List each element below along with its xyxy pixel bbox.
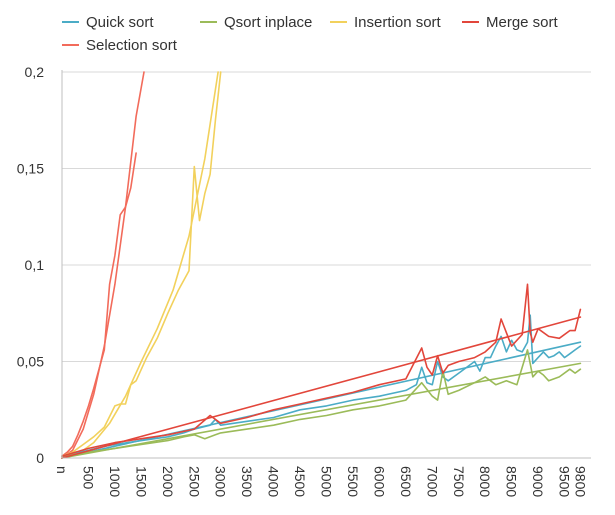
gridlines: [62, 71, 591, 362]
axes: [61, 70, 591, 459]
x-tick-label-3: 1500: [133, 466, 149, 497]
x-tick-label-20: 9800: [572, 466, 588, 497]
series-merge-sort: [61, 283, 582, 457]
legend-label-selection-sort: Selection sort: [86, 37, 178, 54]
x-tick-label-6: 3000: [213, 466, 229, 497]
series-selection-sort-trend: [61, 71, 145, 459]
legend-label-merge-sort: Merge sort: [486, 14, 559, 31]
legend-item-qsort-inplace: Qsort inplace: [200, 14, 312, 31]
x-tick-label-0: n: [54, 466, 70, 474]
x-tick-label-13: 6500: [398, 466, 414, 497]
x-tick-label-16: 8000: [477, 466, 493, 497]
x-tick-label-11: 5500: [345, 466, 361, 497]
y-tick-label-2: 0,1: [25, 257, 45, 273]
legend-item-quick-sort: Quick sort: [62, 14, 154, 31]
series-quick-sort: [61, 314, 582, 457]
x-tick-label-12: 6000: [371, 466, 387, 497]
y-tick-label-3: 0,15: [17, 161, 44, 177]
x-tick-label-17: 8500: [504, 466, 520, 497]
series-lines: [61, 71, 582, 459]
x-tick-label-5: 2500: [186, 466, 202, 497]
x-tick-label-1: 500: [81, 466, 97, 490]
x-tick-label-19: 9500: [557, 466, 573, 497]
legend-item-selection-sort: Selection sort: [62, 37, 178, 54]
legend-label-quick-sort: Quick sort: [86, 14, 154, 31]
x-tick-label-15: 7500: [451, 466, 467, 497]
x-tick-label-4: 2000: [160, 466, 176, 497]
x-tick-label-14: 7000: [424, 466, 440, 497]
legend-label-qsort-inplace: Qsort inplace: [224, 14, 312, 31]
x-tick-label-7: 3500: [239, 466, 255, 497]
x-tick-label-18: 9000: [530, 466, 546, 497]
x-tick-label-2: 1000: [107, 466, 123, 497]
series-insertion-sort: [61, 71, 222, 457]
series-selection-sort: [61, 152, 137, 457]
series-insertion-sort-trend: [61, 71, 219, 459]
x-tick-label-8: 4000: [266, 466, 282, 497]
legend-label-insertion-sort: Insertion sort: [354, 14, 442, 31]
x-axis-ticks: n 500 1000 1500 2000 2500 3000 3500 4000 4500 5000…: [54, 466, 588, 497]
y-tick-label-1: 0,05: [17, 354, 44, 370]
y-tick-label-4: 0,2: [25, 64, 45, 80]
legend: Quick sort Qsort inplace Insertion sort Mer…: [62, 14, 559, 54]
legend-item-insertion-sort: Insertion sort: [330, 14, 442, 31]
series-merge-sort-trend: [61, 316, 582, 459]
x-tick-label-10: 5000: [319, 466, 335, 497]
y-axis-ticks: 0 0,05 0,1 0,15 0,2: [17, 64, 44, 466]
x-tick-label-9: 4500: [292, 466, 308, 497]
y-tick-label-0: 0: [36, 450, 44, 466]
legend-item-merge-sort: Merge sort: [462, 14, 559, 31]
series-qsort-inplace-trend: [61, 362, 582, 459]
